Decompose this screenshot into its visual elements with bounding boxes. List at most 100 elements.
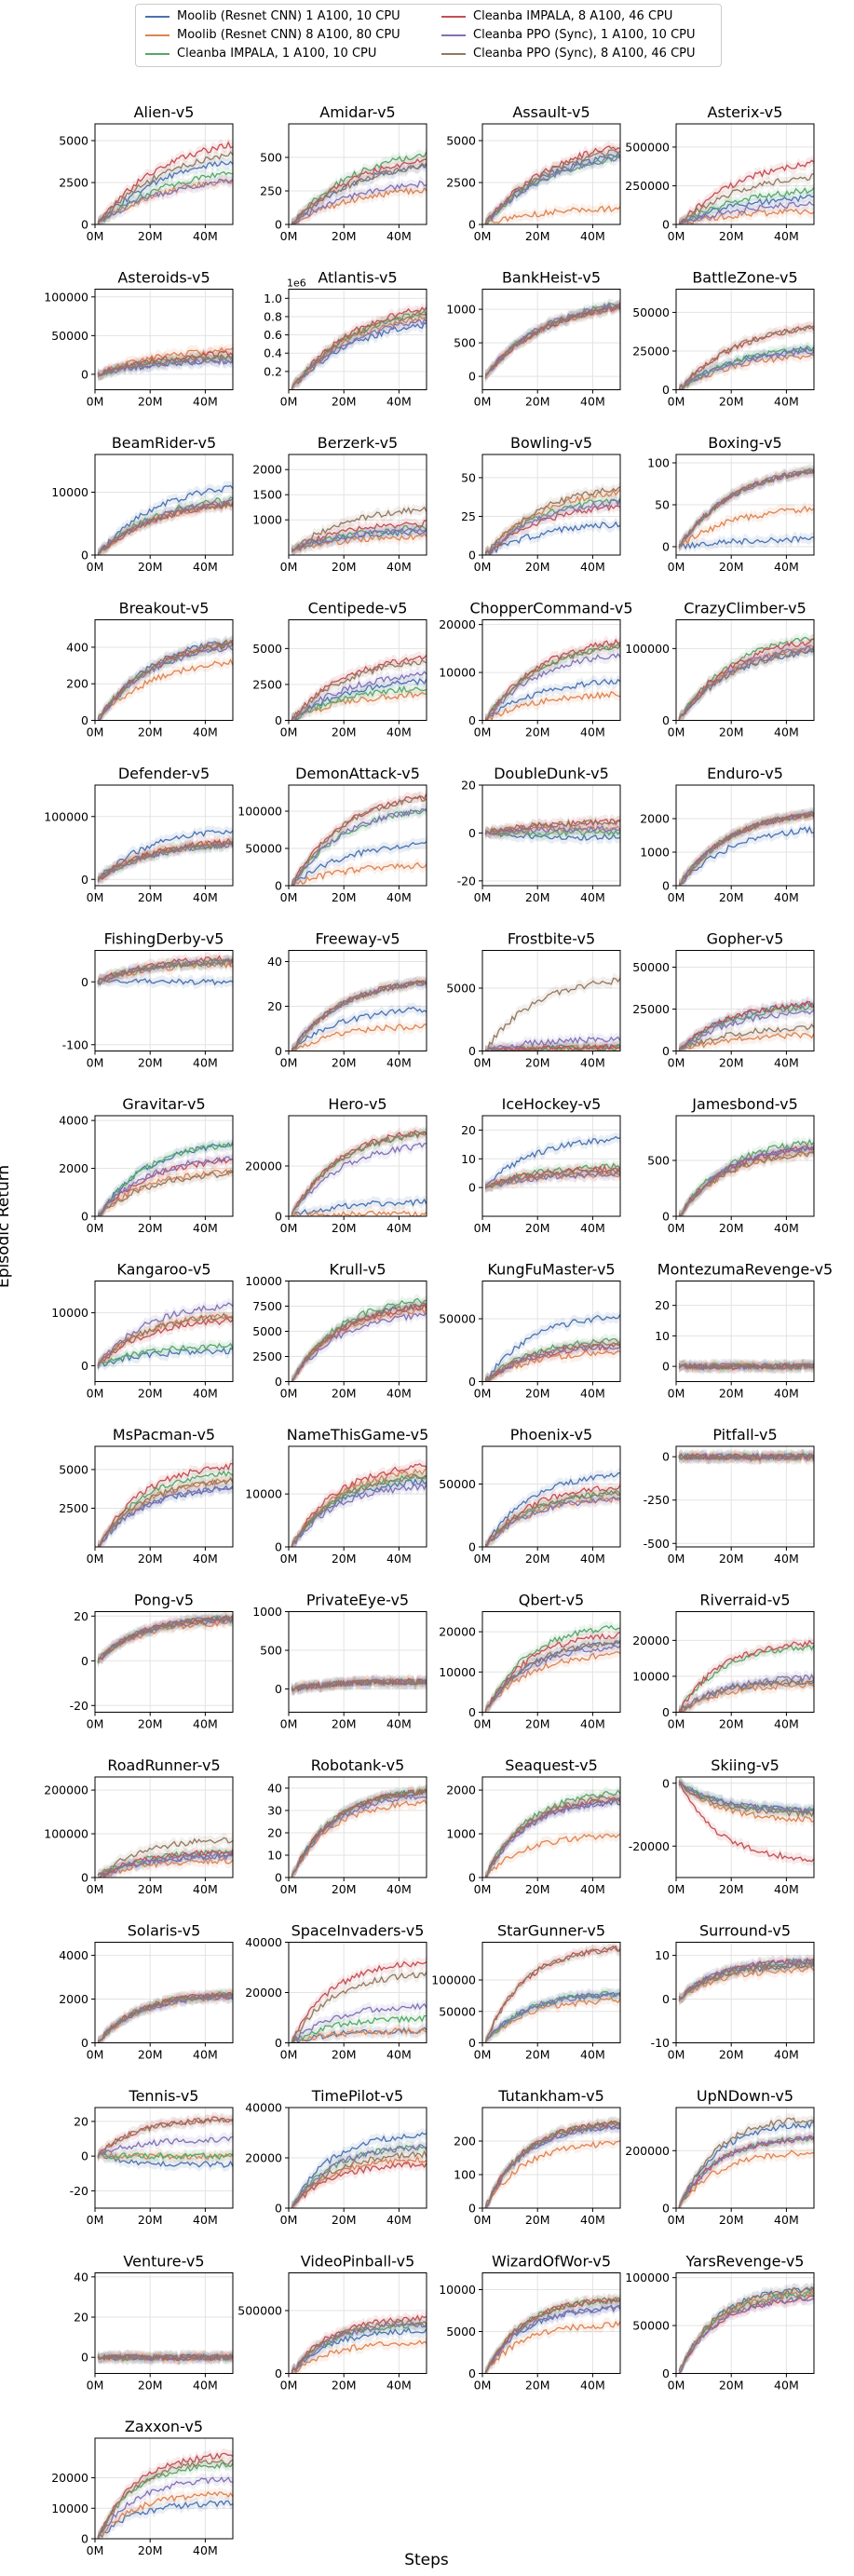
y-tick-label: 0	[468, 1871, 476, 1885]
plot-frame	[481, 1281, 621, 1382]
series-line	[484, 1496, 620, 1547]
series-line	[484, 819, 620, 835]
y-tick-label: 100000	[44, 290, 88, 304]
series-line	[678, 1151, 814, 1216]
y-tick-label: -20000	[629, 1839, 670, 1853]
series-line	[484, 644, 620, 720]
series-line	[97, 2117, 233, 2159]
series-band	[98, 1473, 233, 1547]
legend-swatch	[145, 15, 169, 18]
y-tick-label: 0	[275, 1044, 282, 1058]
x-tick-label: 40M	[774, 1552, 799, 1566]
x-tick-label: 0M	[474, 1221, 492, 1235]
series-line	[678, 2149, 814, 2208]
x-tick-label: 0M	[280, 725, 298, 739]
y-tick-label: 10000	[632, 1669, 670, 1683]
x-tick-label: 0M	[668, 560, 685, 574]
series-band	[679, 1639, 814, 1713]
subplot-title: UpNDown-v5	[697, 2087, 793, 2105]
x-tick-label: 40M	[193, 725, 218, 739]
subplot: BattleZone-v5 0M 20M 40M 0 25000 50000	[632, 269, 815, 409]
series-line	[291, 318, 427, 390]
y-tick-label: 50000	[439, 1312, 476, 1326]
series-line	[97, 1615, 233, 1661]
series-line	[678, 1023, 814, 1051]
series-band	[291, 1128, 427, 1216]
legend-swatch	[145, 52, 169, 55]
x-tick-label: 20M	[332, 2048, 357, 2062]
x-tick-label: 0M	[474, 1882, 492, 1896]
series-line	[291, 524, 427, 551]
y-tick-label: 0	[81, 2036, 88, 2050]
x-tick-label: 40M	[386, 1552, 412, 1566]
y-tick-label: 0	[662, 2202, 670, 2216]
series-band	[485, 1635, 620, 1713]
series-line	[291, 808, 427, 886]
subplot: Riverraid-v5 0M 20M 40M 0 10000 20000	[632, 1592, 815, 1731]
y-tick-label: 2000	[640, 812, 670, 826]
series-line	[484, 1484, 620, 1546]
series-band	[679, 1000, 814, 1051]
subplot: Skiing-v5 0M 20M 40M -20000 0	[629, 1756, 815, 1896]
legend-swatch	[145, 34, 169, 36]
subplot: MontezumaRevenge-v5 0M 20M 40M 0 10 20	[655, 1261, 833, 1401]
plot-frame	[288, 784, 427, 887]
y-tick-label: 0	[468, 2036, 476, 2050]
x-tick-label: 20M	[332, 1387, 357, 1401]
x-tick-label: 0M	[87, 560, 104, 574]
series-band	[98, 836, 233, 884]
series-line	[484, 818, 620, 835]
series-band	[291, 528, 427, 555]
series-line	[484, 497, 620, 555]
series-line	[97, 2490, 233, 2537]
x-tick-label: 0M	[280, 1717, 298, 1731]
series-band	[291, 523, 427, 555]
x-tick-label: 40M	[580, 560, 605, 574]
series-band	[98, 1852, 233, 1878]
x-tick-label: 0M	[668, 395, 685, 409]
series-line	[484, 149, 620, 224]
x-tick-label: 20M	[525, 1221, 550, 1235]
y-tick-label: 500	[454, 336, 476, 350]
plot-frame	[94, 289, 234, 390]
legend-label: Cleanba PPO (Sync), 8 A100, 46 CPU	[473, 47, 696, 61]
series-line	[291, 861, 427, 886]
x-tick-label: 40M	[386, 1056, 412, 1070]
series-band	[291, 686, 427, 721]
series-band	[98, 1313, 233, 1370]
x-tick-label: 20M	[332, 395, 357, 409]
x-tick-label: 0M	[87, 2543, 104, 2557]
series-line	[678, 811, 814, 886]
series-line	[97, 2353, 233, 2362]
plot-frame	[481, 1776, 621, 1878]
series-band	[679, 1953, 814, 2003]
x-tick-label: 20M	[138, 1882, 163, 1896]
x-tick-label: 20M	[332, 1056, 357, 1070]
series-line	[484, 1314, 620, 1382]
y-tick-label: 5000	[446, 982, 476, 996]
series-line	[97, 2151, 233, 2161]
series-line	[484, 156, 620, 224]
subplot: Atlantis-v5 0M 20M 40M 0.2 0.4 0.6 0.8 1.0 1e6	[264, 269, 427, 409]
y-tick-label: 0	[662, 1210, 670, 1224]
y-tick-label: 20000	[51, 2471, 88, 2485]
x-tick-label: 40M	[774, 2379, 799, 2393]
subplot-title: Qbert-v5	[519, 1592, 584, 1609]
x-tick-label: 40M	[580, 2379, 605, 2393]
subplot-title: ChopperCommand-v5	[469, 600, 632, 617]
plot-frame	[94, 2272, 234, 2374]
series-band	[291, 1967, 427, 2043]
series-band	[98, 834, 233, 886]
series-line	[97, 2151, 233, 2161]
plot-frame	[94, 454, 234, 556]
x-tick-label: 20M	[332, 229, 357, 243]
series-band	[679, 1953, 814, 2004]
series-line	[97, 2476, 233, 2539]
series-band	[98, 635, 233, 721]
series-line	[484, 1624, 620, 1713]
x-tick-label: 0M	[87, 1552, 104, 1566]
series-line	[291, 1677, 427, 1692]
legend-entry: Cleanba PPO (Sync), 8 A100, 46 CPU	[441, 47, 696, 61]
subplot: KungFuMaster-v5 0M 20M 40M 0 50000	[439, 1261, 621, 1401]
subplot: Solaris-v5 0M 20M 40M 0 2000 4000	[59, 1922, 234, 2062]
